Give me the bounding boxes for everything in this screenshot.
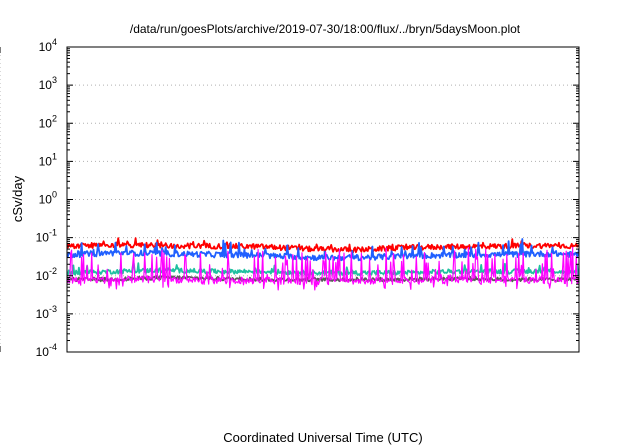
series-line-1: [67, 237, 579, 254]
y-tick-base: 10: [39, 193, 53, 207]
y-tick-label: 10-4: [36, 342, 57, 359]
y-tick-label: 10-3: [36, 304, 57, 321]
y-tick-exponent: 3: [52, 75, 57, 85]
y-tick-exponent: 4: [52, 37, 57, 47]
x-axis-label: Coordinated Universal Time (UTC): [223, 430, 422, 445]
series-line-5: [67, 246, 579, 291]
y-tick-base: 10: [39, 116, 53, 130]
y-tick-label: 100: [39, 190, 57, 207]
y-tick-label: 103: [39, 75, 57, 92]
y-tick-label: 10-1: [36, 228, 57, 245]
y-tick-label: 101: [39, 151, 57, 168]
grid-lines: [0, 47, 579, 352]
y-tick-exponent: 2: [52, 113, 57, 123]
y-tick-base: 10: [39, 154, 53, 168]
y-tick-base: 10: [36, 307, 50, 321]
y-tick-exponent: -4: [49, 342, 57, 352]
y-tick-exponent: -3: [49, 304, 57, 314]
y-tick-label: 102: [39, 113, 57, 130]
y-tick-exponent: -2: [49, 266, 57, 276]
y-tick-base: 10: [39, 40, 53, 54]
y-tick-label: 104: [39, 37, 57, 54]
y-tick-base: 10: [36, 231, 50, 245]
y-axis-label: cSv/day: [10, 175, 25, 222]
y-tick-label: 10-2: [36, 266, 57, 283]
y-tick-exponent: 0: [52, 190, 57, 200]
y-tick-base: 10: [36, 345, 50, 359]
y-tick-base: 10: [39, 78, 53, 92]
y-tick-exponent: -1: [49, 228, 57, 238]
series-group: [67, 237, 579, 291]
y-tick-exponent: 1: [52, 151, 57, 161]
series-line-2: [67, 238, 579, 262]
y-tick-base: 10: [36, 269, 50, 283]
chart-title: /data/run/goesPlots/archive/2019-07-30/1…: [130, 22, 521, 36]
